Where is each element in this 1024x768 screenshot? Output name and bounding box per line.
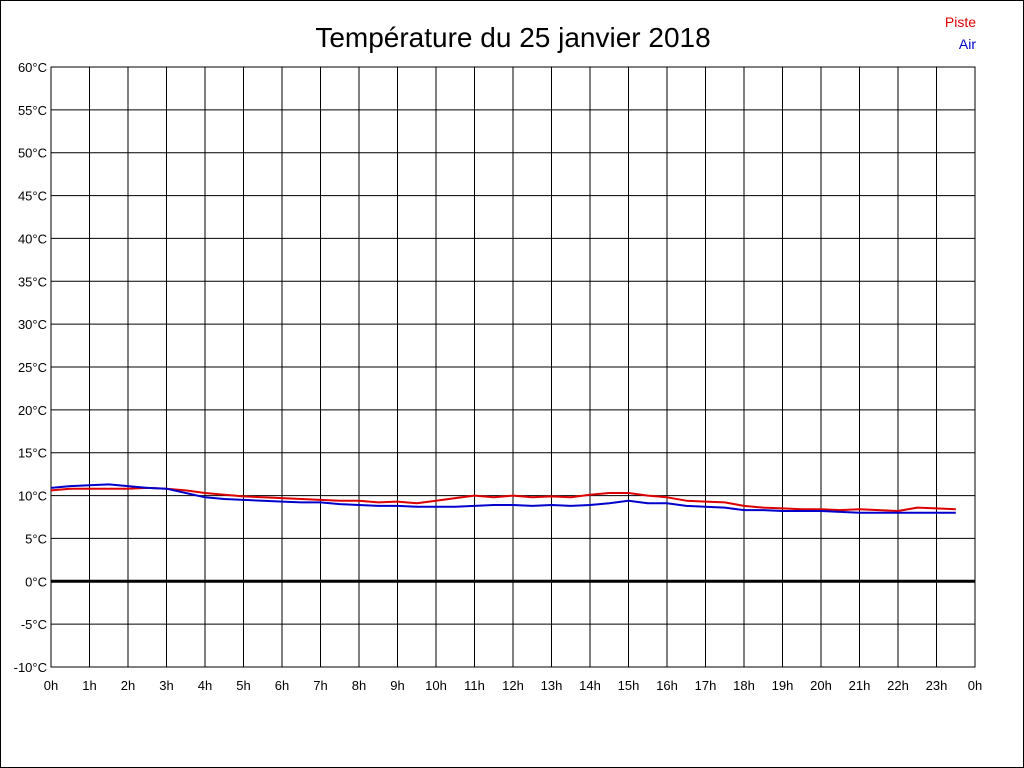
y-tick-label: 10°C [18, 489, 47, 504]
y-tick-label: 5°C [25, 531, 47, 546]
x-tick-label: 4h [198, 678, 212, 693]
x-tick-label: 21h [849, 678, 871, 693]
x-tick-label: 11h [464, 678, 485, 693]
y-tick-label: -10°C [14, 660, 47, 675]
chart-title: Température du 25 janvier 2018 [315, 22, 710, 53]
x-tick-label: 8h [352, 678, 366, 693]
y-tick-label: 35°C [18, 274, 47, 289]
y-tick-label: 50°C [18, 146, 47, 161]
x-tick-label: 13h [541, 678, 563, 693]
x-tick-label: 23h [926, 678, 948, 693]
x-tick-label: 22h [887, 678, 909, 693]
x-tick-label: 2h [121, 678, 135, 693]
x-tick-label: 12h [502, 678, 524, 693]
plot-border [50, 66, 976, 668]
y-tick-label: 0°C [25, 574, 47, 589]
y-tick-label: 20°C [18, 403, 47, 418]
grid [50, 66, 976, 668]
legend-entry-air: Air [959, 36, 976, 52]
y-tick-label: 25°C [18, 360, 47, 375]
series-line-piste [50, 486, 956, 512]
series-line-air [50, 483, 956, 514]
axes: 0h 1h 2h 3h 4h 5h 6h 7h 8h 9h 10h 11h 12h 13h 14h 15h 16… [14, 60, 983, 693]
y-tick-label: 15°C [18, 446, 47, 461]
y-tick-label: 55°C [18, 103, 47, 118]
legend: Piste Air [945, 14, 976, 52]
x-tick-label: 6h [275, 678, 289, 693]
x-tick-label: 18h [733, 678, 755, 693]
x-tick-label: 20h [810, 678, 832, 693]
x-tick-label: 15h [618, 678, 640, 693]
y-tick-label: 45°C [18, 189, 47, 204]
y-tick-label: -5°C [21, 617, 47, 632]
x-tick-label: 0h [968, 678, 982, 693]
x-tick-label: 0h [44, 678, 58, 693]
x-tick-label: 3h [159, 678, 173, 693]
y-tick-label: 60°C [18, 60, 47, 75]
x-tick-label: 17h [695, 678, 717, 693]
y-tick-label: 40°C [18, 231, 47, 246]
x-tick-label: 1h [82, 678, 96, 693]
legend-entry-piste: Piste [945, 14, 976, 30]
x-tick-label: 5h [236, 678, 250, 693]
x-tick-label: 19h [772, 678, 794, 693]
x-tick-label: 14h [579, 678, 601, 693]
series-lines [50, 483, 956, 514]
x-tick-label: 10h [425, 678, 447, 693]
x-tick-label: 7h [313, 678, 327, 693]
x-tick-label: 9h [390, 678, 404, 693]
x-tick-label: 16h [656, 678, 678, 693]
y-tick-label: 30°C [18, 317, 47, 332]
